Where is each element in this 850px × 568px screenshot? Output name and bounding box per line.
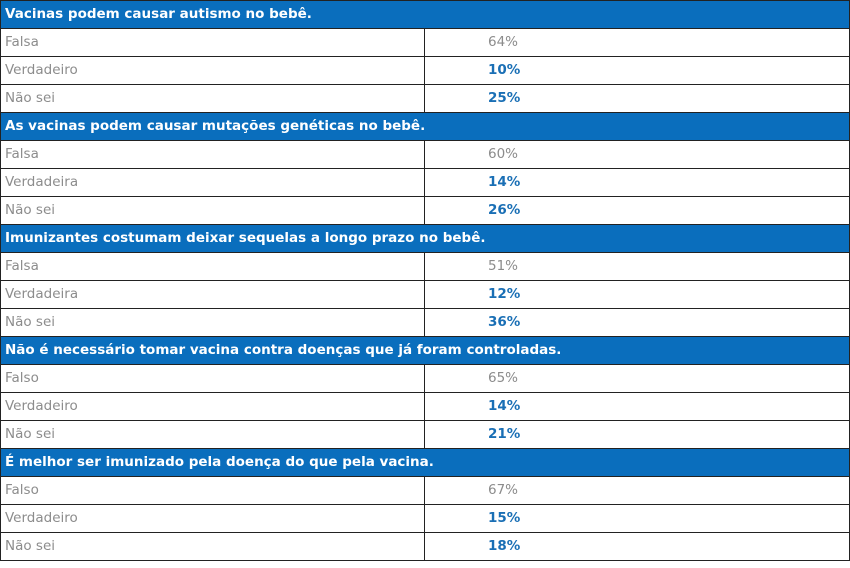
answer-value: 64% [488, 34, 519, 50]
answer-value: 51% [488, 258, 519, 274]
answer-row: Não sei 18% [0, 532, 850, 561]
answer-label: Falsa [0, 252, 425, 281]
question-row: Não é necessário tomar vacina contra doe… [0, 336, 850, 365]
answer-value: 65% [488, 370, 519, 386]
answer-value-cell: 25% [423, 84, 850, 113]
answer-value-cell: 60% [423, 140, 850, 169]
question-row: É melhor ser imunizado pela doença do qu… [0, 448, 850, 477]
question-text: Não é necessário tomar vacina contra doe… [0, 336, 850, 365]
answer-value: 10% [488, 62, 521, 78]
answer-value: 25% [488, 90, 521, 106]
answer-label: Não sei [0, 84, 425, 113]
answer-label: Não sei [0, 308, 425, 337]
answer-label: Verdadeiro [0, 504, 425, 533]
question-text: É melhor ser imunizado pela doença do qu… [0, 448, 850, 477]
answer-value-cell: 51% [423, 252, 850, 281]
question-text: Imunizantes costumam deixar sequelas a l… [0, 224, 850, 253]
answer-label: Verdadeira [0, 280, 425, 309]
answer-value-cell: 10% [423, 56, 850, 85]
answer-value: 26% [488, 202, 521, 218]
question-text: Vacinas podem causar autismo no bebê. [0, 0, 850, 29]
question-row: Imunizantes costumam deixar sequelas a l… [0, 224, 850, 253]
answer-value-cell: 14% [423, 392, 850, 421]
answer-row: Falsa 51% [0, 252, 850, 281]
answer-value-cell: 14% [423, 168, 850, 197]
question-row: Vacinas podem causar autismo no bebê. [0, 0, 850, 29]
answer-value: 18% [488, 538, 521, 554]
answer-value: 12% [488, 286, 521, 302]
answer-label: Não sei [0, 196, 425, 225]
answer-row: Verdadeiro 10% [0, 56, 850, 85]
answer-value-cell: 65% [423, 364, 850, 393]
answer-row: Falsa 64% [0, 28, 850, 57]
answer-label: Verdadeiro [0, 56, 425, 85]
answer-value-cell: 67% [423, 476, 850, 505]
answer-value-cell: 15% [423, 504, 850, 533]
answer-value-cell: 18% [423, 532, 850, 561]
answer-value: 14% [488, 174, 521, 190]
answer-row: Verdadeira 12% [0, 280, 850, 309]
answer-row: Verdadeiro 14% [0, 392, 850, 421]
answer-label: Falsa [0, 140, 425, 169]
answer-value: 21% [488, 426, 521, 442]
answer-value: 36% [488, 314, 521, 330]
answer-row: Não sei 21% [0, 420, 850, 449]
answer-value: 15% [488, 510, 521, 526]
answer-row: Falso 67% [0, 476, 850, 505]
answer-value-cell: 26% [423, 196, 850, 225]
answer-value-cell: 12% [423, 280, 850, 309]
answer-value-cell: 21% [423, 420, 850, 449]
answer-label: Não sei [0, 532, 425, 561]
answer-label: Não sei [0, 420, 425, 449]
answer-label: Falso [0, 476, 425, 505]
answer-row: Falsa 60% [0, 140, 850, 169]
answer-row: Falso 65% [0, 364, 850, 393]
answer-label: Verdadeiro [0, 392, 425, 421]
answer-value: 67% [488, 482, 519, 498]
answer-row: Não sei 36% [0, 308, 850, 337]
answer-row: Verdadeiro 15% [0, 504, 850, 533]
answer-value: 14% [488, 398, 521, 414]
answer-row: Verdadeira 14% [0, 168, 850, 197]
answer-value-cell: 36% [423, 308, 850, 337]
answer-label: Verdadeira [0, 168, 425, 197]
answer-value-cell: 64% [423, 28, 850, 57]
answer-label: Falsa [0, 28, 425, 57]
answer-label: Falso [0, 364, 425, 393]
answer-value: 60% [488, 146, 519, 162]
answer-row: Não sei 25% [0, 84, 850, 113]
question-row: As vacinas podem causar mutações genétic… [0, 112, 850, 141]
question-text: As vacinas podem causar mutações genétic… [0, 112, 850, 141]
answer-row: Não sei 26% [0, 196, 850, 225]
